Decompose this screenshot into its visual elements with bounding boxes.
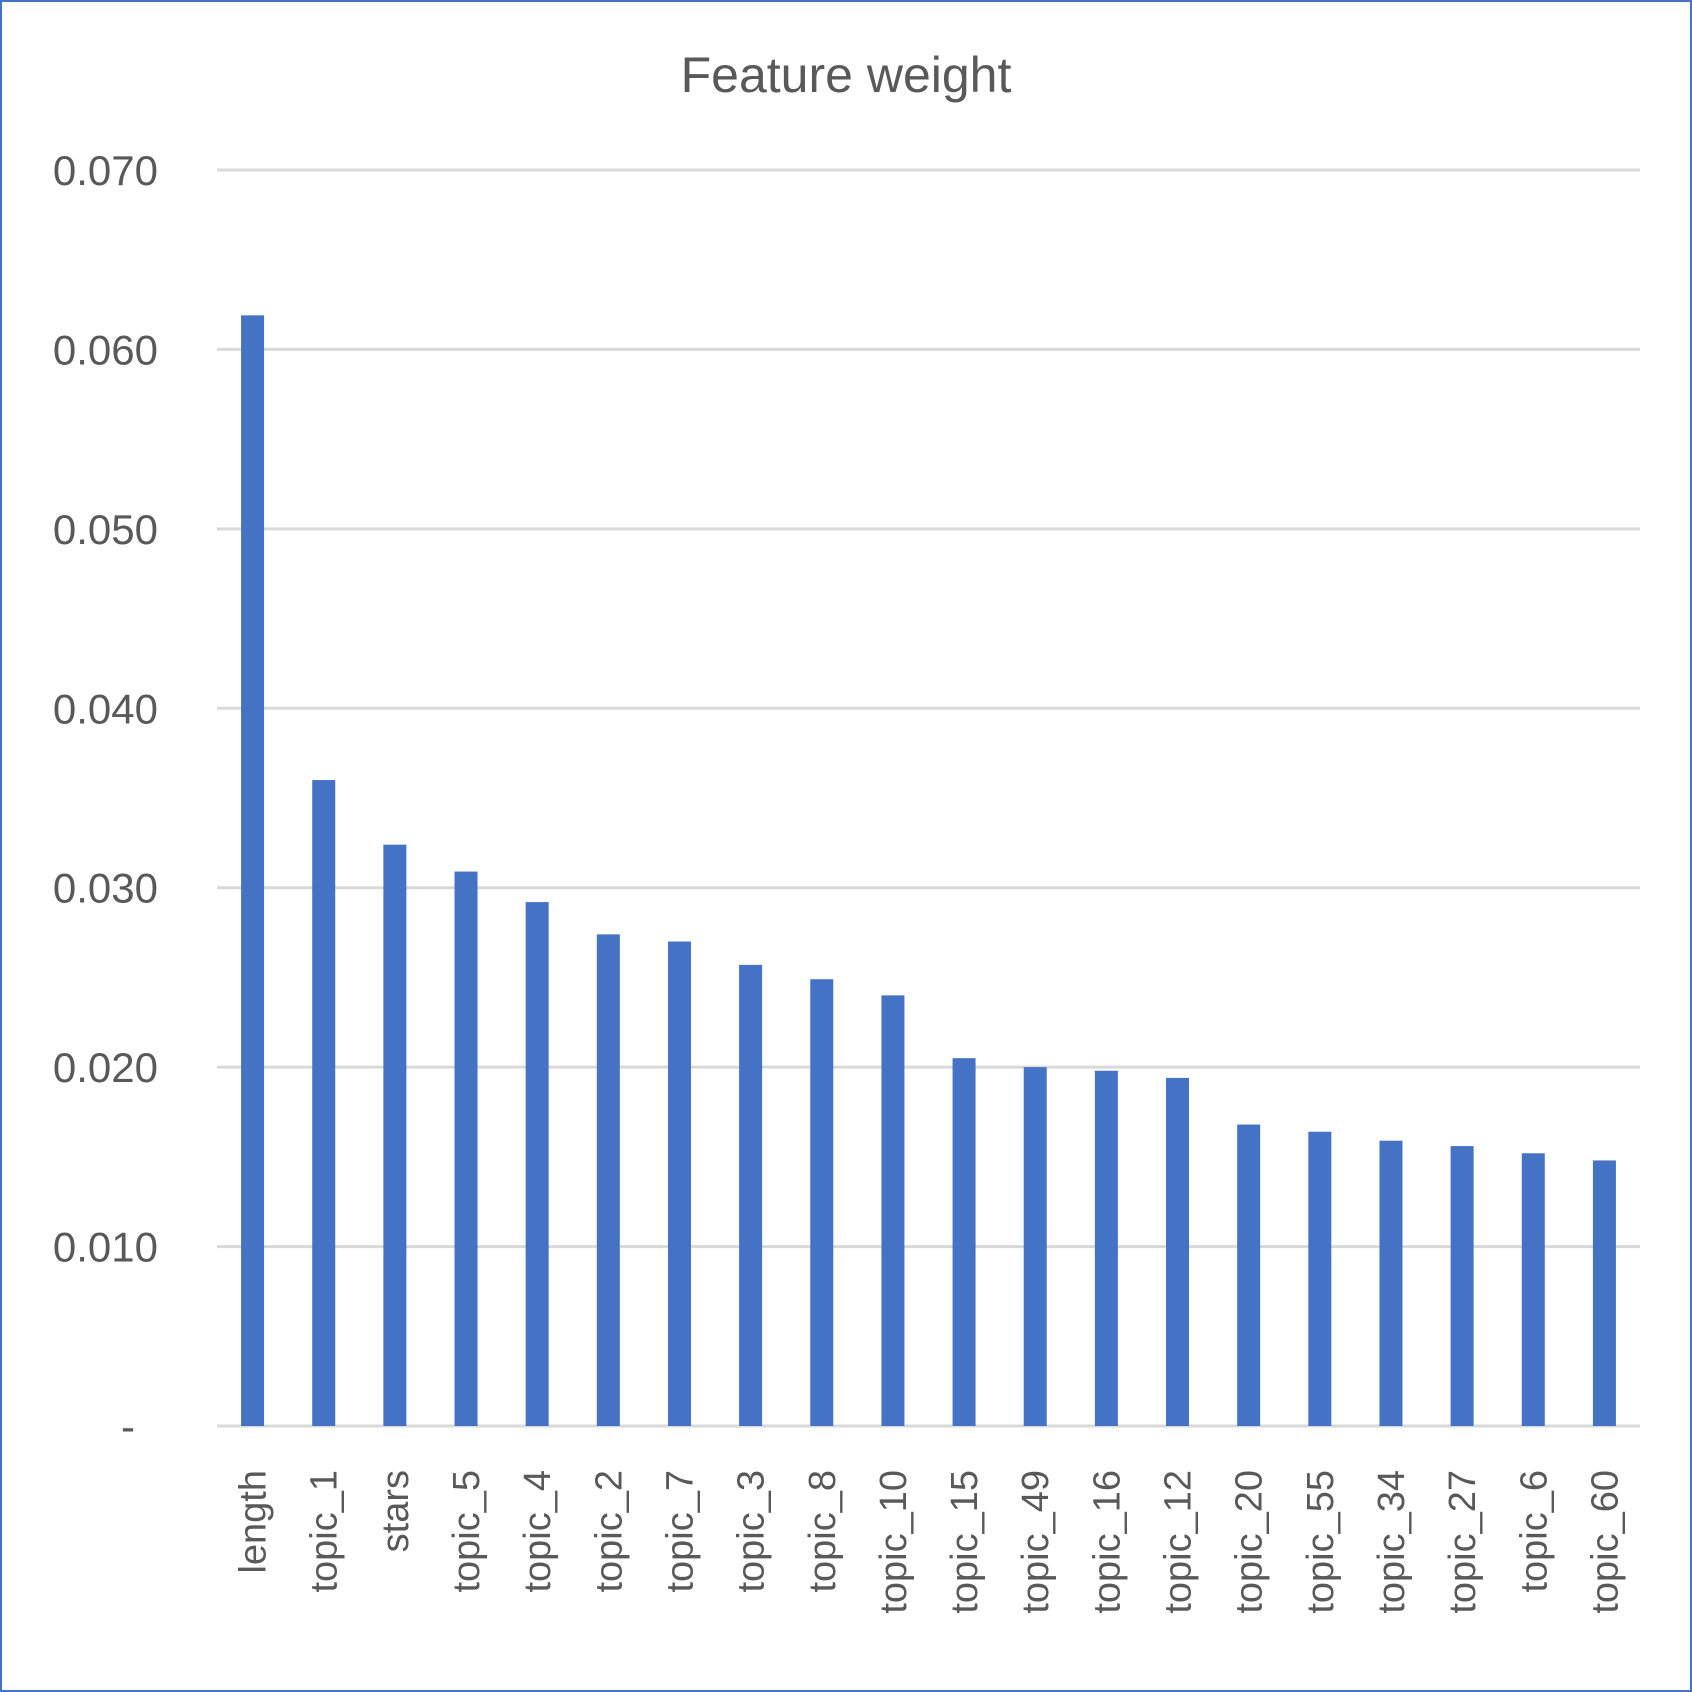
- y-tick-label: 0.050: [53, 506, 158, 553]
- y-axis-ticks: - 0.010 0.020 0.030 0.040 0.050 0.060 0.070: [53, 147, 158, 1450]
- x-tick-label: topic_8: [802, 1470, 844, 1593]
- bar-topic_2: [596, 934, 620, 1426]
- x-tick-label: topic_55: [1300, 1470, 1342, 1614]
- x-tick-label: topic_1: [304, 1470, 346, 1593]
- bar-topic_55: [1308, 1131, 1332, 1426]
- x-tick-label: length: [233, 1470, 275, 1574]
- x-axis-labels: length topic_1 stars topic_5 topic_4 topic_2 t…: [233, 1470, 1627, 1614]
- bar-stars: [383, 844, 407, 1426]
- bar-topic_12: [1166, 1077, 1190, 1426]
- x-tick-label: topic_7: [659, 1470, 701, 1593]
- bar-topic_10: [881, 995, 905, 1426]
- bar-topic_5: [454, 871, 478, 1426]
- bar-topic_6: [1521, 1153, 1545, 1426]
- bar-topic_34: [1379, 1140, 1403, 1426]
- x-tick-label: topic_27: [1442, 1470, 1484, 1614]
- chart-title: Feature weight: [681, 47, 1012, 103]
- x-tick-label: topic_60: [1584, 1470, 1626, 1614]
- x-tick-label: topic_12: [1158, 1470, 1200, 1614]
- gridlines: [217, 168, 1640, 1428]
- y-tick-label: 0.030: [53, 865, 158, 912]
- bar-topic_16: [1094, 1070, 1118, 1426]
- bar-topic_4: [525, 902, 549, 1426]
- x-tick-label: topic_5: [446, 1470, 488, 1593]
- y-tick-label: 0.060: [53, 326, 158, 373]
- bar-topic_60: [1592, 1160, 1616, 1426]
- bar-topic_49: [1023, 1067, 1047, 1426]
- bar-topic_3: [739, 964, 763, 1426]
- bar-length: [241, 315, 265, 1426]
- bar-topic_1: [312, 780, 336, 1426]
- x-tick-label: topic_49: [1015, 1470, 1057, 1614]
- x-tick-label: topic_10: [873, 1470, 915, 1614]
- x-tick-label: topic_15: [944, 1470, 986, 1614]
- bars: [241, 315, 1616, 1426]
- x-tick-label: topic_16: [1086, 1470, 1128, 1614]
- bar-topic_20: [1237, 1124, 1261, 1426]
- y-tick-label: 0.070: [53, 147, 158, 194]
- y-tick-label: 0.010: [53, 1224, 158, 1271]
- y-tick-label: 0.040: [53, 685, 158, 732]
- x-tick-label: topic_6: [1513, 1470, 1555, 1593]
- bar-topic_8: [810, 979, 834, 1426]
- y-tick-label: 0.020: [53, 1044, 158, 1091]
- x-tick-label: topic_3: [731, 1470, 773, 1593]
- bar-topic_27: [1450, 1146, 1474, 1426]
- x-tick-label: topic_4: [517, 1470, 559, 1593]
- bar-topic_7: [667, 941, 691, 1426]
- x-tick-label: topic_20: [1229, 1470, 1271, 1614]
- x-tick-label: topic_34: [1371, 1470, 1413, 1614]
- bar-topic_15: [952, 1058, 976, 1426]
- y-tick-label: -: [121, 1403, 135, 1450]
- x-tick-label: stars: [375, 1470, 417, 1552]
- x-tick-label: topic_2: [588, 1470, 630, 1593]
